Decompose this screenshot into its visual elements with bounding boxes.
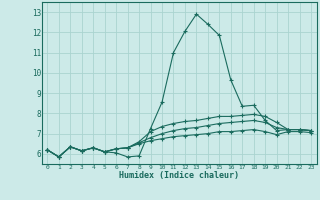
- X-axis label: Humidex (Indice chaleur): Humidex (Indice chaleur): [119, 171, 239, 180]
